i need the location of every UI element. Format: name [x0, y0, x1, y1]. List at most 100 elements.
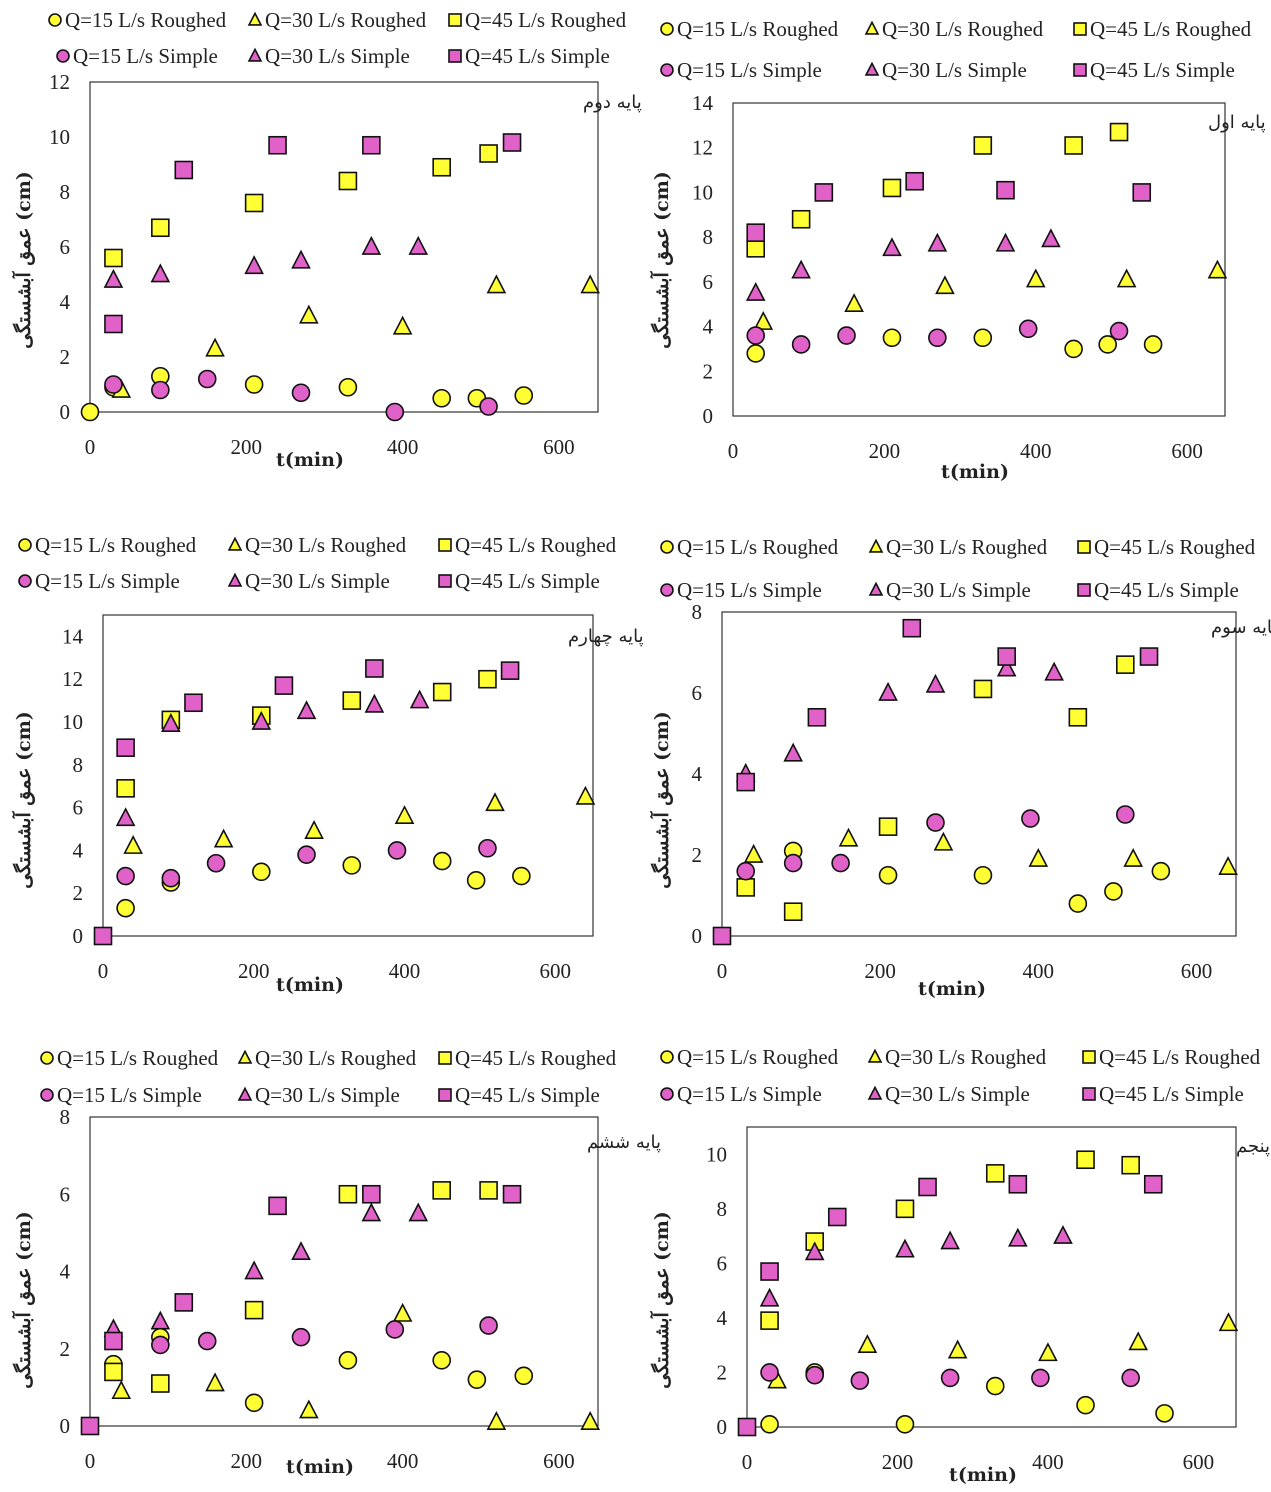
data-point [514, 1366, 534, 1386]
data-point [213, 828, 234, 848]
legend-marker [237, 1049, 253, 1064]
data-point [973, 865, 993, 885]
chart-panel-2: Q=15 L/s Roughed Q=30 L/s Roughed Q=45 L/s… [649, 17, 1266, 483]
data-point [737, 1417, 757, 1437]
data-point [791, 209, 811, 229]
data-point [104, 1362, 123, 1382]
y-axis-label: عمق آبشستگی (cm) [649, 171, 673, 349]
data-point [115, 807, 136, 827]
data-point [935, 275, 955, 295]
legend-marker [56, 49, 70, 63]
legend-marker [1073, 63, 1087, 77]
data-point [1218, 856, 1238, 875]
data-point [104, 375, 123, 394]
data-point [902, 618, 922, 638]
data-point [197, 1331, 217, 1351]
data-point [918, 1177, 937, 1197]
data-point [466, 871, 486, 890]
data-point [745, 281, 766, 301]
x-axis-label: t(min) [276, 974, 344, 996]
data-point [104, 248, 123, 268]
series-6 [104, 133, 522, 334]
data-point [432, 1351, 451, 1370]
series-2 [111, 274, 601, 398]
legend-marker [18, 574, 32, 588]
data-point [478, 669, 497, 689]
legend-item: Q=45 L/s Simple [1082, 1082, 1244, 1106]
data-point [362, 1184, 381, 1204]
y-tick-label: 10 [692, 180, 713, 204]
plot-frame [732, 102, 1226, 417]
x-tick-label: 200 [231, 435, 263, 459]
y-tick-label: 4 [703, 315, 714, 339]
legend-label: Q=30 L/s Roughed [255, 1046, 417, 1070]
legend-label: Q=15 L/s Roughed [65, 8, 227, 32]
legend-label: Q=15 L/s Simple [57, 1083, 202, 1107]
plot-frame [89, 1116, 599, 1427]
data-point [432, 1181, 451, 1200]
legend-label: Q=15 L/s Simple [35, 569, 180, 593]
data-point [299, 304, 319, 324]
legend-label: Q=15 L/s Simple [677, 1082, 822, 1106]
data-point [151, 218, 170, 238]
legend-item: Q=45 L/s Roughed [1073, 17, 1252, 41]
data-point [479, 1316, 498, 1335]
legend-marker [40, 1088, 54, 1102]
data-point [1038, 1342, 1058, 1362]
y-tick-label: 0 [703, 404, 714, 428]
data-point [933, 831, 954, 851]
x-tick-label: 200 [238, 959, 270, 983]
legend-item: Q=45 L/s Simple [1077, 578, 1239, 602]
data-point [805, 1365, 825, 1385]
x-tick-label: 600 [540, 959, 572, 983]
data-point [244, 1300, 264, 1320]
y-axis-label: عمق آبشستگی (cm) [11, 171, 35, 349]
y-tick-label: 2 [692, 843, 703, 867]
data-point [831, 853, 850, 873]
legend-marker [660, 540, 674, 554]
data-point [1139, 647, 1159, 666]
data-point [174, 160, 194, 180]
data-point [338, 1184, 358, 1204]
legend-label: Q=45 L/s Roughed [1090, 17, 1252, 41]
x-axis-label: t(min) [941, 461, 1009, 483]
data-point [580, 274, 601, 294]
data-point [485, 792, 505, 812]
x-tick-label: 600 [1181, 959, 1213, 983]
data-point [408, 235, 429, 255]
data-point [297, 845, 316, 864]
legend-label: Q=30 L/s Simple [885, 1082, 1030, 1106]
legend-marker [660, 63, 674, 77]
y-axis-label: عمق آبشستگی (cm) [649, 711, 673, 889]
data-point [364, 693, 385, 713]
data-point [205, 337, 225, 357]
legend-item: Q=15 L/s Simple [40, 1083, 202, 1107]
legend-item: Q=45 L/s Simple [438, 569, 600, 593]
plot-frame [89, 81, 599, 413]
series-3 [104, 144, 498, 268]
legend-marker [448, 13, 462, 27]
legend-label: Q=45 L/s Roughed [1094, 535, 1256, 559]
y-axis-label: عمق آبشستگی (cm) [11, 1211, 35, 1389]
data-point [1021, 809, 1040, 828]
data-point [814, 183, 834, 202]
legend-label: Q=30 L/s Roughed [265, 8, 427, 32]
legend-item: Q=45 L/s Simple [1073, 58, 1235, 82]
data-point [385, 402, 405, 422]
data-point [895, 1238, 915, 1258]
y-tick-label: 4 [717, 1306, 728, 1330]
data-point [1116, 268, 1137, 288]
series-3 [760, 1150, 1140, 1330]
data-point [760, 1414, 779, 1434]
data-point [1041, 228, 1061, 248]
data-point [184, 693, 203, 713]
data-point [408, 1202, 429, 1222]
data-point [291, 1241, 311, 1260]
y-axis-label: عمق آبشستگی (cm) [649, 1211, 673, 1389]
x-tick-label: 600 [543, 1449, 575, 1473]
data-point [116, 779, 135, 798]
data-point [268, 1196, 287, 1216]
data-point [1098, 335, 1117, 354]
legend-marker [438, 1051, 452, 1065]
y-axis-label: عمق آبشستگی (cm) [11, 711, 35, 889]
